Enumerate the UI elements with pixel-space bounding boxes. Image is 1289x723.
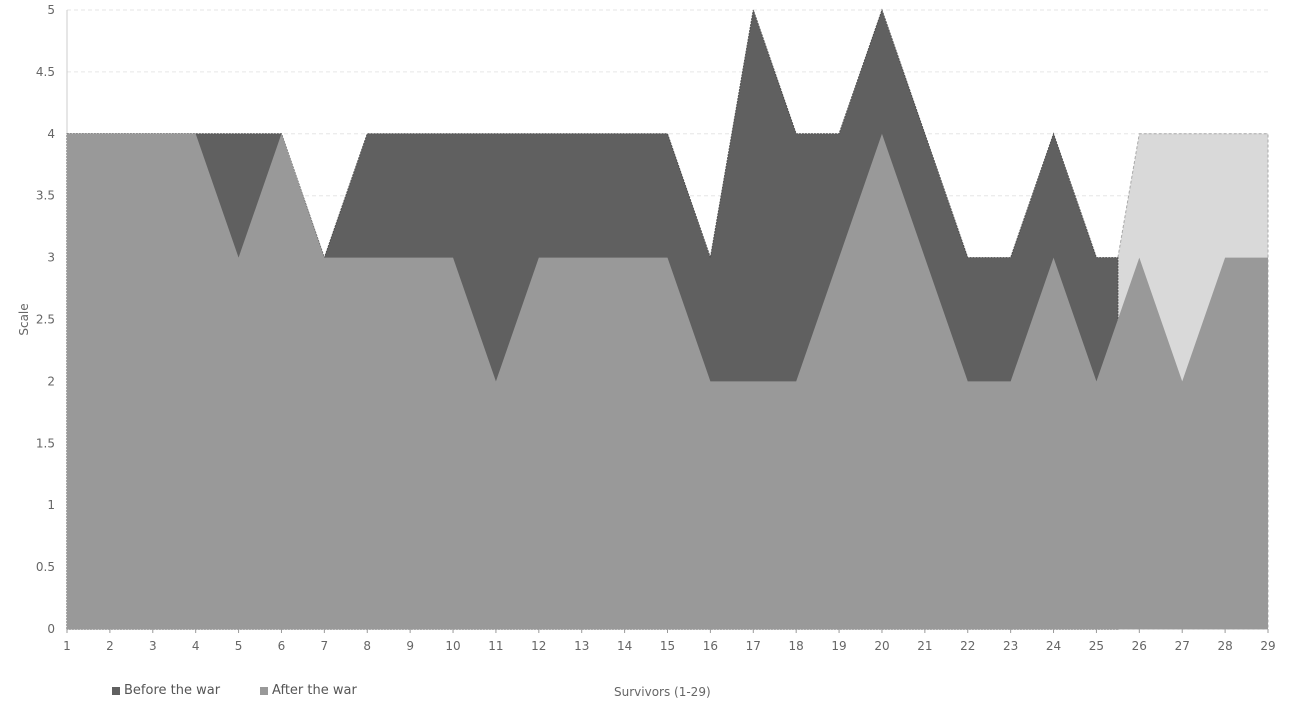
x-tick-label: 1	[63, 639, 71, 653]
x-tick-label: 12	[531, 639, 546, 653]
y-tick-label: 1.5	[36, 436, 55, 450]
y-tick-label: 2.5	[36, 313, 55, 327]
x-tick-label: 22	[960, 639, 975, 653]
y-tick-label: 0.5	[36, 560, 55, 574]
legend-label-before: Before the war	[124, 683, 221, 698]
y-tick-label: 0	[47, 622, 55, 636]
x-tick-label: 23	[1003, 639, 1018, 653]
x-axis-title: Survivors (1-29)	[614, 685, 711, 699]
y-axis-title: Scale	[17, 303, 31, 335]
x-tick-label: 17	[746, 639, 761, 653]
y-axis-ticks: 0 0.5 1 1.5 2 2.5 3 3.5 4 4.5 5	[36, 3, 55, 636]
legend-item-after[interactable]: After the war	[260, 683, 357, 698]
x-tick-label: 27	[1175, 639, 1190, 653]
x-tick-label: 20	[874, 639, 889, 653]
x-tick-label: 13	[574, 639, 589, 653]
x-tick-label: 28	[1217, 639, 1232, 653]
x-tick-label: 8	[363, 639, 371, 653]
x-tick-label: 25	[1089, 639, 1104, 653]
legend: Before the war After the war	[112, 683, 357, 698]
x-tick-label: 24	[1046, 639, 1061, 653]
x-tick-label: 15	[660, 639, 675, 653]
y-tick-label: 2	[47, 374, 55, 388]
x-tick-label: 11	[488, 639, 503, 653]
y-tick-label: 1	[47, 498, 55, 512]
x-tick-label: 6	[278, 639, 286, 653]
legend-item-before[interactable]: Before the war	[112, 683, 220, 698]
x-tick-label: 2	[106, 639, 114, 653]
series-after-area	[67, 133, 1268, 630]
x-tick-label: 16	[703, 639, 718, 653]
x-tick-label: 19	[831, 639, 846, 653]
area-series	[66, 8, 1269, 630]
y-tick-label: 3	[47, 251, 55, 265]
x-axis-ticks: 1 2 3 4 5 6 7 8 9 10 11 12 13 14 15 16 17 18 19 20 21 22 23 24 2…	[63, 629, 1276, 653]
y-tick-label: 5	[47, 3, 55, 17]
legend-swatch-after	[260, 686, 269, 695]
y-tick-label: 3.5	[36, 189, 55, 203]
y-tick-label: 4.5	[36, 65, 55, 79]
legend-label-after: After the war	[272, 683, 357, 698]
x-tick-label: 21	[917, 639, 932, 653]
x-tick-label: 9	[406, 639, 414, 653]
y-tick-label: 4	[47, 127, 55, 141]
x-tick-label: 5	[235, 639, 243, 653]
x-tick-label: 26	[1132, 639, 1147, 653]
x-tick-label: 14	[617, 639, 632, 653]
x-tick-label: 4	[192, 639, 200, 653]
x-tick-label: 10	[445, 639, 460, 653]
legend-swatch-before	[112, 686, 120, 695]
x-tick-label: 3	[149, 639, 157, 653]
x-tick-label: 18	[789, 639, 804, 653]
x-tick-label: 29	[1260, 639, 1275, 653]
x-tick-label: 7	[321, 639, 329, 653]
